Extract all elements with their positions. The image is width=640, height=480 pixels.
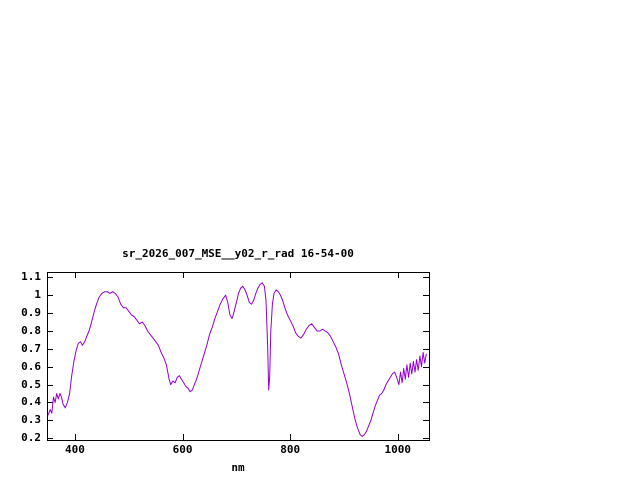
chart-title: sr_2026_007_MSE__y02_r_rad 16-54-00: [122, 247, 354, 260]
y-tick-label: 0.7: [21, 341, 41, 355]
y-tick-label: 0.5: [21, 377, 41, 391]
y-tick-label: 0.6: [21, 359, 41, 373]
y-tick-label: 0.3: [21, 413, 41, 427]
x-axis-label: nm: [231, 461, 245, 474]
x-tick-label: 400: [65, 443, 85, 456]
y-tick-label: 0.4: [21, 395, 41, 409]
y-tick-label: 0.8: [21, 323, 41, 337]
y-tick-label: 1: [34, 288, 41, 302]
x-tick-label: 1000: [384, 443, 412, 456]
y-tick-label: 0.9: [21, 306, 41, 320]
x-tick-label: 600: [172, 443, 193, 456]
x-tick-label: 800: [280, 443, 301, 456]
y-tick-label: 1.1: [21, 270, 41, 284]
plot-border: [47, 272, 430, 441]
series-line: [47, 282, 427, 437]
y-tick-label: 0.2: [21, 431, 41, 445]
